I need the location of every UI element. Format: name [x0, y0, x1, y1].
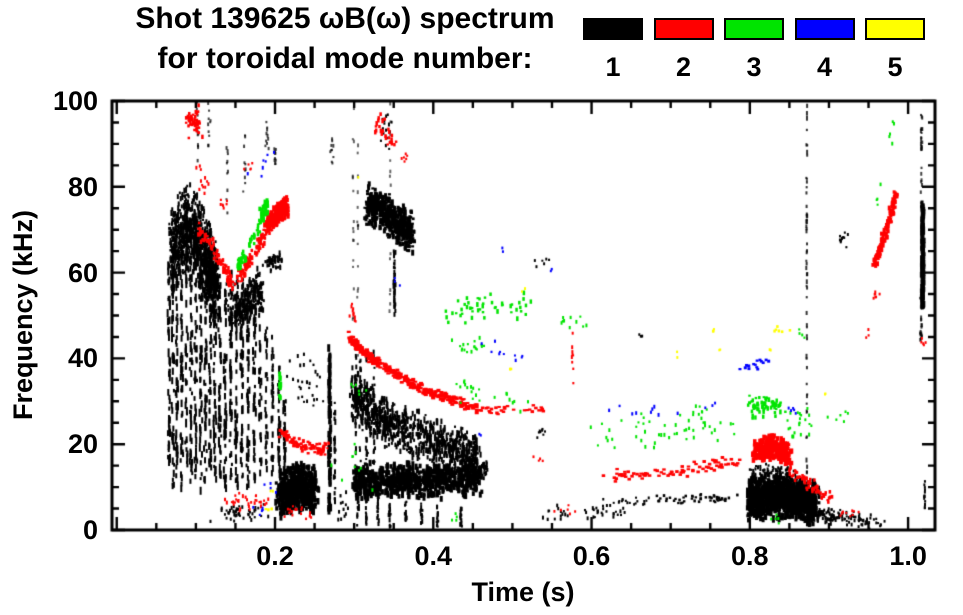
legend-swatch-mode-4	[794, 18, 855, 40]
legend-swatch-mode-3	[724, 18, 784, 40]
y-tick-label: 20	[67, 429, 98, 460]
y-tick-label: 0	[82, 515, 98, 545]
x-tick-label: 1.0	[889, 541, 927, 571]
legend-label-mode-3: 3	[746, 52, 762, 82]
x-tick-label: 0.6	[572, 541, 611, 571]
legend-swatch-mode-1	[583, 18, 643, 40]
legend-label-mode-2: 2	[675, 52, 692, 82]
y-tick-label: 80	[67, 171, 98, 202]
x-axis-title: Time (s)	[471, 577, 575, 607]
y-axis-title: Frequency (kHz)	[8, 209, 38, 421]
x-tick-label: 0.8	[731, 541, 769, 571]
y-tick-label: 100	[52, 86, 98, 116]
legend-label-mode-1: 1	[605, 52, 621, 82]
x-tick-label: 0.4	[414, 541, 453, 571]
x-tick-label: 0.2	[256, 541, 294, 571]
legend-swatch-mode-5	[865, 18, 925, 40]
legend-label-mode-4: 4	[816, 52, 833, 82]
legend-label-mode-5: 5	[887, 52, 903, 82]
y-tick-label: 60	[67, 257, 98, 288]
legend-swatch-mode-2	[653, 18, 714, 40]
legend: 1 2 3 4 5	[570, 0, 963, 92]
y-tick-label: 40	[67, 343, 98, 374]
chart-subtitle: for toroidal mode number:	[157, 42, 533, 75]
chart-title: Shot 139625 ωB(ω) spectrum	[135, 2, 555, 35]
